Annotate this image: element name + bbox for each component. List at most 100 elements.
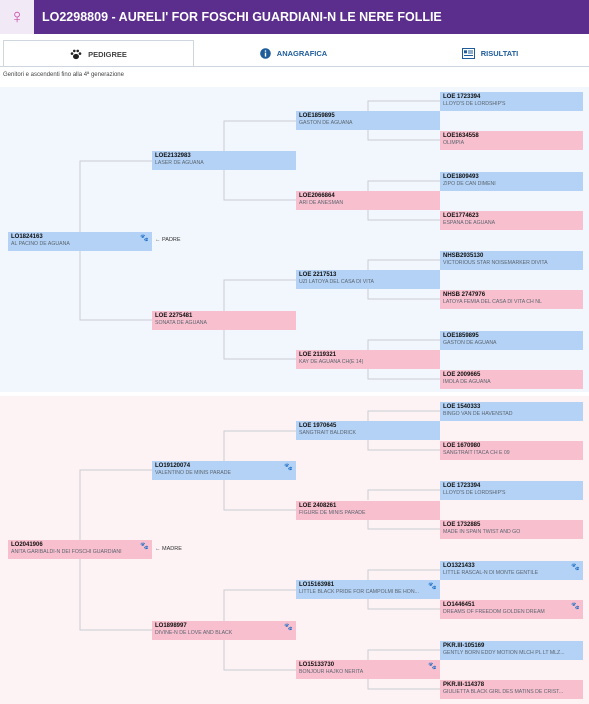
- sire-dam-card[interactable]: LOE 2275481 SONATA DE AGUANA: [152, 311, 296, 330]
- dog-code: LO1446451: [443, 602, 475, 608]
- dog-name: SANGTRAIT ITACA CH E 09: [443, 450, 510, 456]
- dog-code: LOE2066864: [299, 193, 335, 199]
- sdds-card[interactable]: LOE1859895 GASTON DE AGUANA: [440, 331, 583, 350]
- tab-risultati[interactable]: RISULTATI: [393, 40, 587, 67]
- ddds-card[interactable]: PKR.III-105169 GENTLY BORN EDDY MOTION M…: [440, 641, 583, 660]
- dddd-card[interactable]: PKR.III-114378 GIULIETTA BLACK GIRL DES …: [440, 680, 583, 699]
- dog-name: LITTLE BLACK PRIDE FOR CAMPOLMI BE HON..…: [299, 589, 419, 595]
- sdd-card[interactable]: LOE 2119321 KAY DE AGUANA CH(E 14): [296, 350, 440, 369]
- tab-divider: [0, 66, 589, 67]
- dog-name: LLOYD'S DE LORDSHIP'S: [443, 490, 506, 496]
- dog-name: GIULIETTA BLACK GIRL DES MATINS DE CRIST…: [443, 689, 564, 695]
- dog-code: LO1898997: [155, 623, 187, 629]
- dog-name: DREAMS OF FREEDOM GOLDEN DREAM: [443, 609, 545, 615]
- sdss-card[interactable]: NHSB2935130 VICTORIOUS STAR NOISEMARKER …: [440, 251, 583, 270]
- dog-code: LO19120074: [155, 463, 191, 469]
- dog-name: LLOYD'S DE LORDSHIP'S: [443, 101, 506, 107]
- ssdd-card[interactable]: LOE1774623 ESPANA DE AGUANA: [440, 211, 583, 230]
- dog-name: KAY DE AGUANA CH(E 14): [299, 359, 364, 365]
- dog-code: LO2041906: [11, 542, 43, 548]
- ddss-card[interactable]: LO1321433 LITTLE RASCAL-N DI MONTE GENTI…: [440, 561, 583, 580]
- dog-name: BINGO VAN DE HAVENSTAD: [443, 411, 513, 417]
- dds-card[interactable]: LO15163981 LITTLE BLACK PRIDE FOR CAMPOL…: [296, 580, 440, 599]
- dog-code: LOE 2009665: [443, 372, 481, 378]
- dog-code: LOE 1670980: [443, 443, 481, 449]
- page-header: ♀ LO2298809 - AURELI' FOR FOSCHI GUARDIA…: [0, 0, 589, 34]
- dog-name: IMOLA DE AGUANA: [443, 379, 491, 385]
- tab-risultati-label: RISULTATI: [480, 49, 519, 58]
- ddsd-card[interactable]: LO1446451 DREAMS OF FREEDOM GOLDEN DREAM…: [440, 600, 583, 619]
- dog-code: PKR.III-114378: [443, 682, 485, 688]
- sdsd-card[interactable]: NHSB 2747976 LATOYA FEMIA DEL CASA DI VI…: [440, 290, 583, 309]
- dog-name: MADE IN SPAIN TWIST AND GO: [443, 529, 521, 535]
- dsdd-card[interactable]: LOE 1732885 MADE IN SPAIN TWIST AND GO: [440, 520, 583, 539]
- dam-card[interactable]: LO2041906 ANITA GARIBALDI-N DEI FOSCHI G…: [8, 540, 152, 559]
- dog-name: LATOYA FEMIA DEL CASA DI VITA CH NL: [443, 299, 542, 305]
- ssds-card[interactable]: LOE1809493 ZIPO DE CAN DIMENI: [440, 172, 583, 191]
- ssss-card[interactable]: LOE 1723394 LLOYD'S DE LORDSHIP'S: [440, 92, 583, 111]
- dog-code: LOE 2408261: [299, 503, 337, 509]
- dog-code: LOE 2119321: [299, 352, 337, 358]
- dam-dam-card[interactable]: LO1898997 DIVINE-N DE LOVE AND BLACK 🐾: [152, 621, 296, 640]
- dog-code: LO15163981: [299, 582, 335, 588]
- dog-name: SONATA DE AGUANA: [155, 320, 207, 326]
- dog-name: LASER DE AGUANA: [155, 160, 204, 166]
- tab-pedigree[interactable]: PEDIGREE: [3, 40, 194, 67]
- tab-pedigree-label: PEDIGREE: [88, 49, 127, 59]
- dog-name: OLIMPIA: [443, 140, 465, 146]
- sss-card[interactable]: LOE1859895 GASTON DE AGUANA: [296, 111, 440, 130]
- dog-code: LOE 1732885: [443, 522, 481, 528]
- tab-anagrafica[interactable]: ANAGRAFICA: [196, 40, 391, 67]
- dog-name: ESPANA DE AGUANA: [443, 220, 496, 226]
- tab-bar: PEDIGREE ANAGRAFICA RISULTATI: [0, 40, 589, 67]
- madre-text: MADRE: [162, 546, 182, 552]
- dog-code: LOE 1540333: [443, 404, 481, 410]
- paw-icon: 🐾: [284, 624, 293, 631]
- dog-code: LOE1634558: [443, 133, 479, 139]
- info-icon: [259, 48, 271, 59]
- paw-icon: 🐾: [571, 564, 580, 571]
- dog-name: BONJOUR HAJKO NERITA: [299, 669, 364, 675]
- sssd-card[interactable]: LOE1634558 OLIMPIA: [440, 131, 583, 150]
- dog-code: LO1321433: [443, 563, 475, 569]
- dog-name: VICTORIOUS STAR NOISEMARKER DIVITA: [443, 260, 548, 266]
- sds-card[interactable]: LOE 2217513 UZI LATOYA DEL CASA DI VITA: [296, 270, 440, 289]
- sire-card[interactable]: LO1824163 AL PACINO DE AGUANA 🐾: [8, 232, 152, 251]
- dog-name: LITTLE RASCAL-N DI MONTE GENTILE: [443, 570, 539, 576]
- page-title: LO2298809 - AURELI' FOR FOSCHI GUARDIANI…: [42, 10, 442, 24]
- dog-code: NHSB 2747976: [443, 292, 486, 298]
- dog-name: GENTLY BORN EDDY MOTION MLCH PL LT MLZ..…: [443, 650, 565, 656]
- dog-name: ZIPO DE CAN DIMENI: [443, 181, 496, 187]
- ssd-card[interactable]: LOE2066864 ARI DE ANESMAN: [296, 191, 440, 210]
- dog-code: LOE 2217513: [299, 272, 337, 278]
- dss-card[interactable]: LOE 1970645 SANGTRAIT BALDRICK: [296, 421, 440, 440]
- dog-name: DIVINE-N DE LOVE AND BLACK: [155, 630, 233, 636]
- dog-name: GASTON DE AGUANA: [299, 120, 353, 126]
- dog-code: LOE1859895: [443, 333, 479, 339]
- ddd-card[interactable]: LO15133730 BONJOUR HAJKO NERITA 🐾: [296, 660, 440, 679]
- dog-code: LO15133730: [299, 662, 335, 668]
- dog-code: LOE 1723394: [443, 483, 481, 489]
- dssd-card[interactable]: LOE 1670980 SANGTRAIT ITACA CH E 09: [440, 441, 583, 460]
- sire-sire-card[interactable]: LOE2132983 LASER DE AGUANA: [152, 151, 296, 170]
- dsd-card[interactable]: LOE 2408261 FIGURE DE MINIS PARADE: [296, 501, 440, 520]
- madre-label: ← MADRE: [155, 546, 182, 552]
- tab-anagrafica-label: ANAGRAFICA: [276, 49, 328, 58]
- dam-sire-card[interactable]: LO19120074 VALENTINO DE MINIS PARADE 🐾: [152, 461, 296, 480]
- results-icon: [461, 48, 475, 59]
- dog-code: LOE 2275481: [155, 313, 193, 319]
- paw-icon: 🐾: [140, 235, 149, 242]
- dsss-card[interactable]: LOE 1540333 BINGO VAN DE HAVENSTAD: [440, 402, 583, 421]
- dog-code: LOE2132983: [155, 153, 191, 159]
- dog-name: VALENTINO DE MINIS PARADE: [155, 470, 231, 476]
- paw-icon: 🐾: [428, 583, 437, 590]
- female-icon: ♀: [0, 0, 34, 34]
- dsds-card[interactable]: LOE 1723394 LLOYD'S DE LORDSHIP'S: [440, 481, 583, 500]
- sddd-card[interactable]: LOE 2009665 IMOLA DE AGUANA: [440, 370, 583, 389]
- dog-name: FIGURE DE MINIS PARADE: [299, 510, 366, 516]
- dog-code: LO1824163: [11, 234, 43, 240]
- padre-text: PADRE: [162, 237, 181, 243]
- pedigree-subtitle: Genitori e ascendenti fino alla 4ª gener…: [3, 72, 124, 78]
- dog-code: LOE1774623: [443, 213, 479, 219]
